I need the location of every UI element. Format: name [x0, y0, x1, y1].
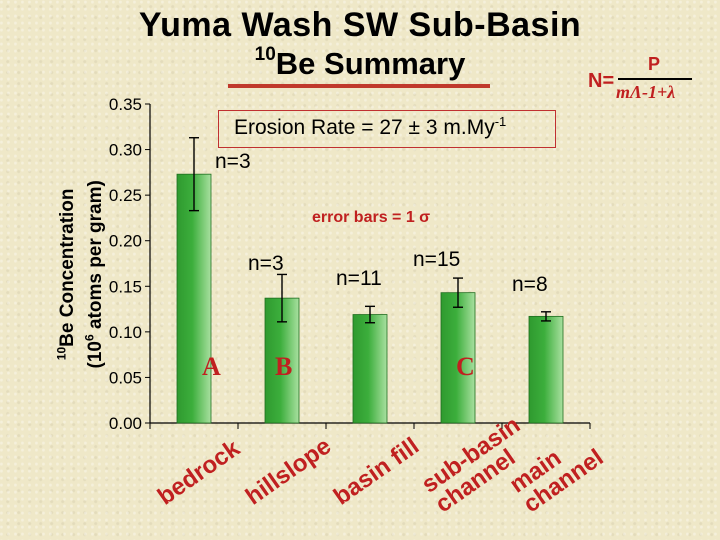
chart-title: Yuma Wash SW Sub-Basin: [138, 6, 582, 44]
formula-fraction-bar: [618, 78, 692, 80]
chart-subtitle: 10Be Summary: [0, 44, 720, 82]
erosion-rate-text: Erosion Rate = 27 ± 3 m.My: [234, 116, 495, 139]
region-letter: A: [202, 352, 221, 381]
y-tick-label: 0.30: [109, 141, 142, 160]
erosion-rate-label: Erosion Rate = 27 ± 3 m.My-1: [234, 114, 506, 140]
formula-lhs: N=: [588, 70, 615, 92]
bar: [440, 292, 476, 424]
subtitle-text: Be Summary: [275, 46, 466, 81]
bar: [176, 173, 212, 424]
region-letter: C: [456, 352, 475, 381]
erosion-rate-sup: -1: [494, 114, 507, 129]
title-underline: [228, 84, 490, 88]
y-tick-label: 0.25: [109, 186, 142, 205]
y-tick-label: 0.15: [109, 277, 142, 296]
sample-count-label: n=8: [512, 273, 548, 296]
y-tick-label: 0.10: [109, 323, 142, 342]
formula-denominator: mΛ-1+λ: [616, 82, 676, 102]
y-tick-label: 0.05: [109, 368, 142, 387]
sample-count-label: n=3: [215, 150, 251, 173]
y-tick-label: 0.00: [109, 414, 142, 433]
sample-count-label: n=11: [336, 267, 382, 290]
subtitle-superscript: 10: [254, 44, 276, 65]
y-tick-label: 0.20: [109, 232, 142, 251]
bar: [352, 314, 388, 424]
bar: [528, 315, 564, 424]
region-letter: B: [275, 352, 293, 381]
erosion-rate-box: [218, 110, 556, 148]
error-bar-note: error bars = 1 σ: [312, 209, 431, 226]
sample-count-label: n=15: [413, 248, 461, 271]
sample-count-label: n=3: [248, 252, 284, 275]
y-tick-label: 0.35: [109, 95, 142, 114]
formula-numerator: P: [648, 54, 661, 74]
